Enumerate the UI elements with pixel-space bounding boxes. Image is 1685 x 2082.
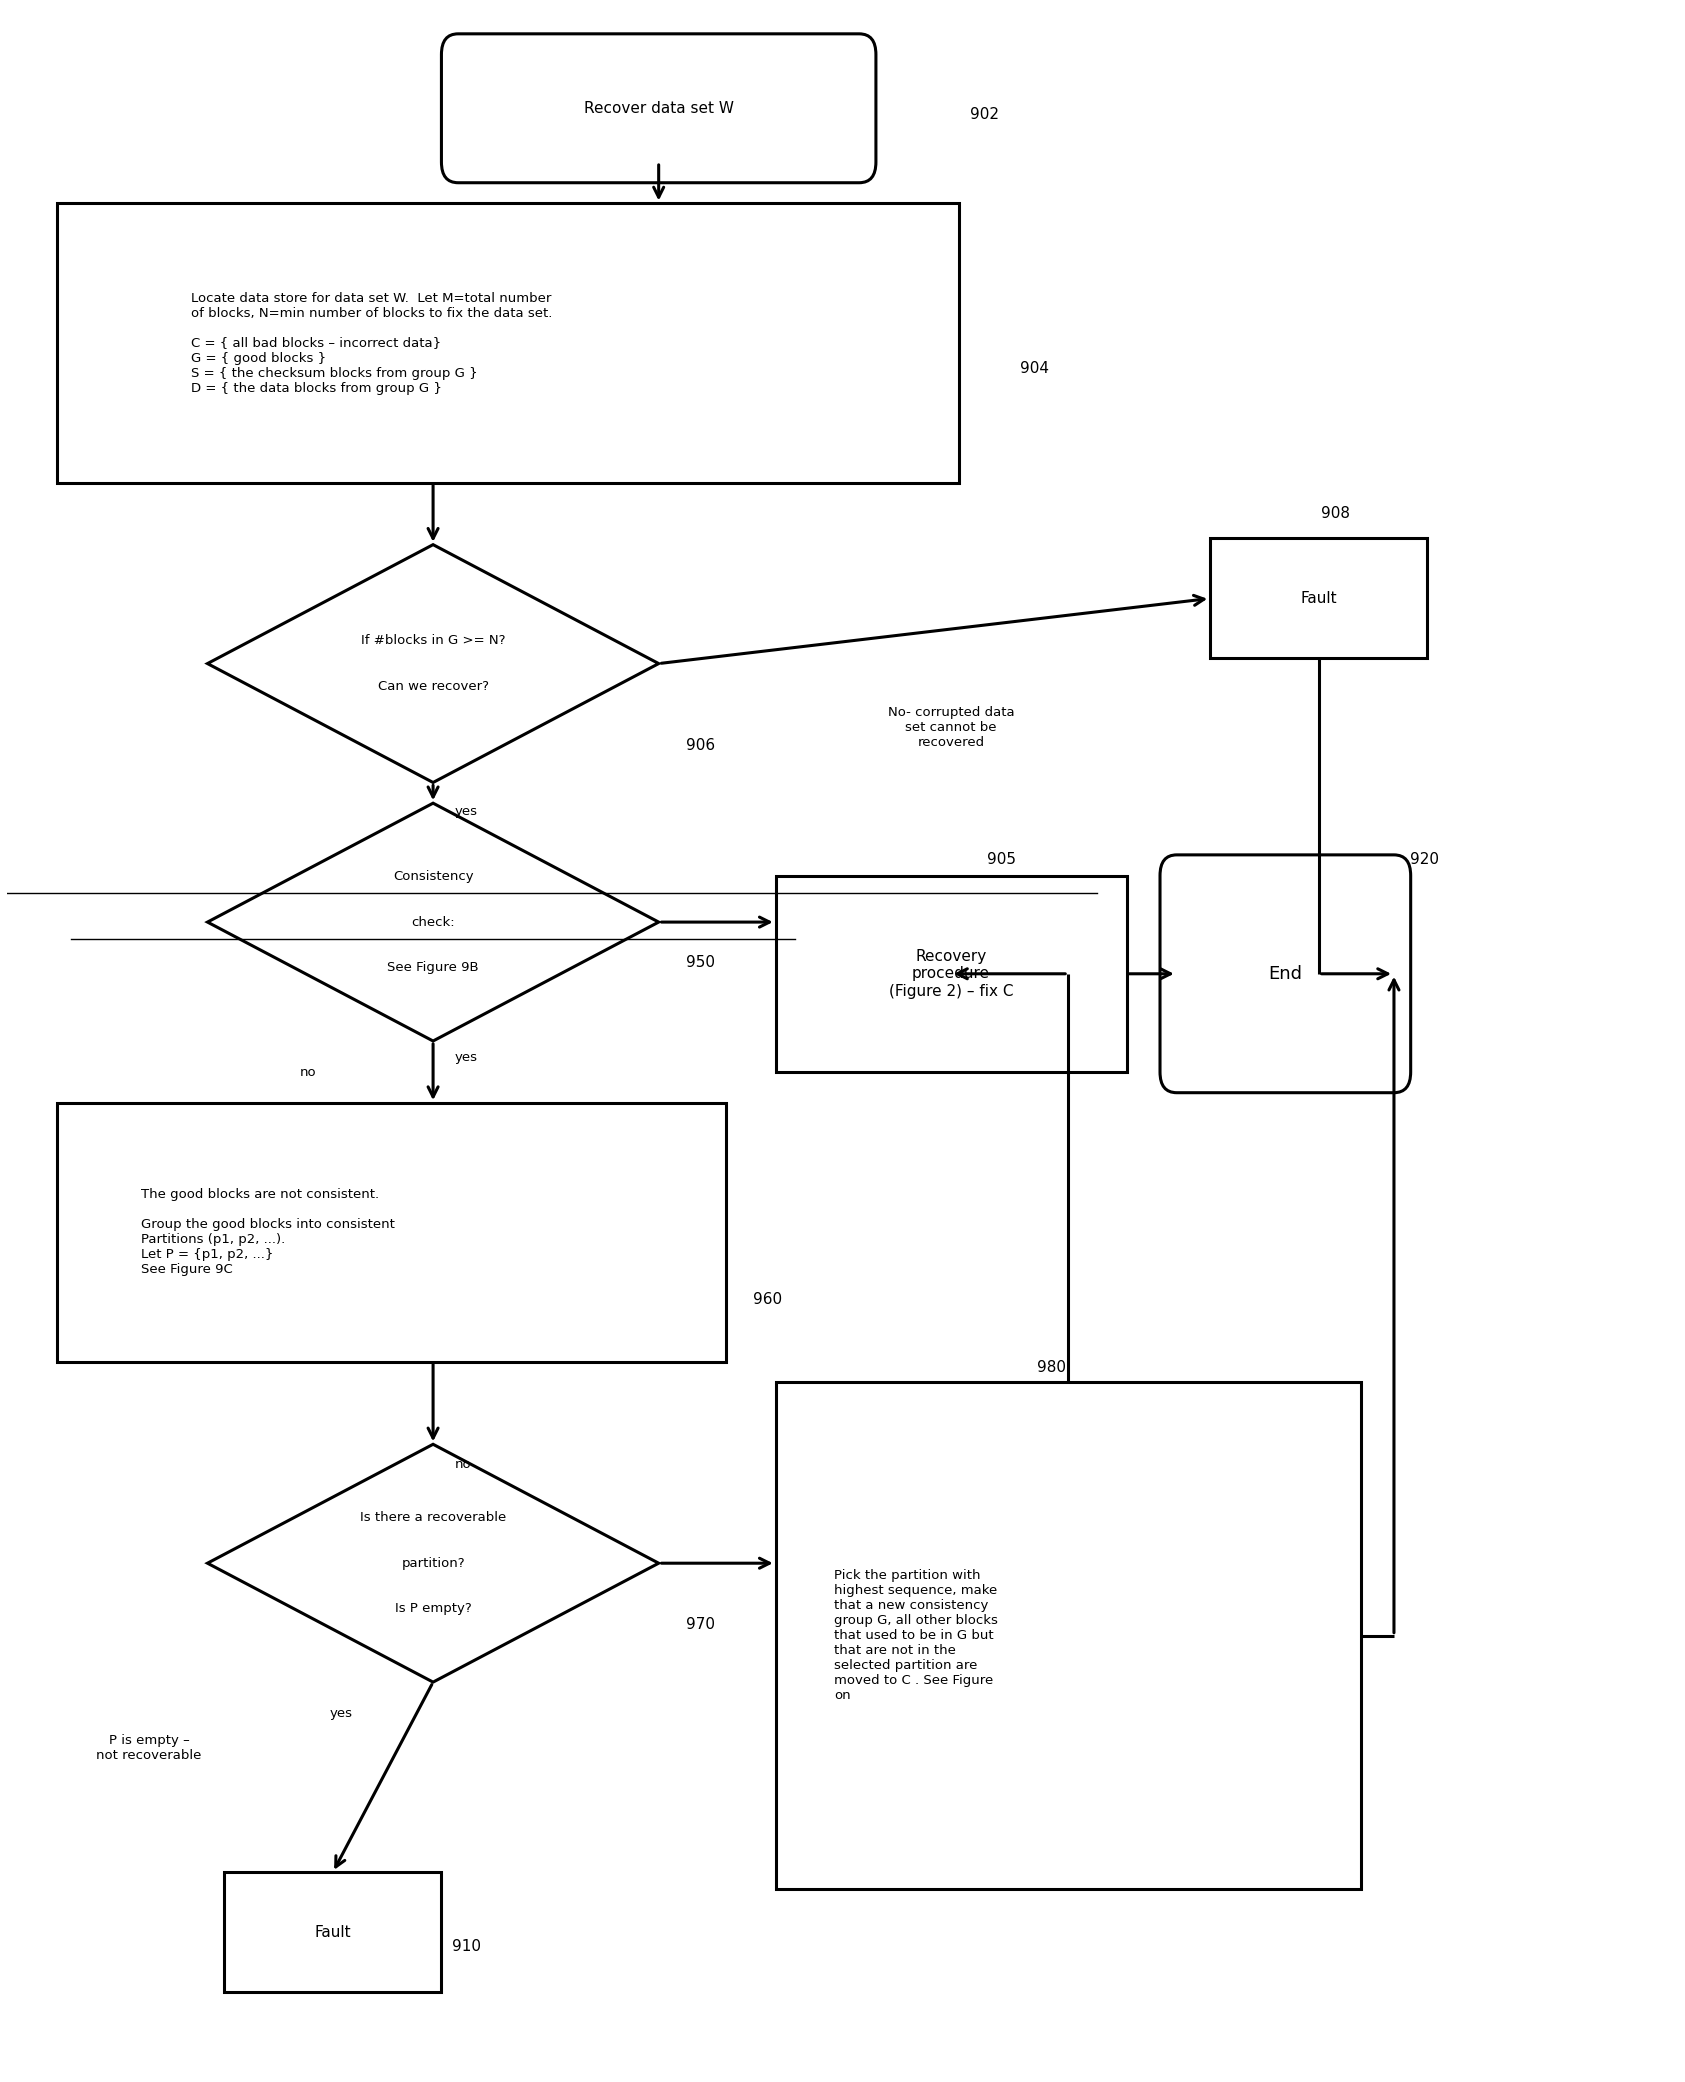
Bar	[775, 877, 1127, 1072]
Bar	[57, 204, 959, 483]
Text: no: no	[300, 1066, 317, 1078]
FancyBboxPatch shape	[1159, 856, 1410, 1093]
Bar	[1210, 539, 1427, 658]
Text: 910: 910	[452, 1938, 480, 1955]
Text: 980: 980	[1036, 1360, 1067, 1376]
Text: yes: yes	[330, 1707, 352, 1720]
Text: Is there a recoverable: Is there a recoverable	[361, 1512, 506, 1524]
Text: Is P empty?: Is P empty?	[394, 1603, 472, 1616]
Text: Recover data set W: Recover data set W	[583, 100, 733, 117]
Bar	[224, 1872, 441, 1992]
Text: Fault: Fault	[315, 1926, 350, 1940]
Text: End: End	[1269, 964, 1303, 983]
Text: Can we recover?: Can we recover?	[377, 681, 489, 693]
Polygon shape	[207, 545, 659, 783]
FancyBboxPatch shape	[441, 33, 876, 183]
Text: 950: 950	[686, 956, 714, 970]
Text: The good blocks are not consistent.

Group the good blocks into consistent
Parti: The good blocks are not consistent. Grou…	[140, 1189, 394, 1276]
Text: No- corrupted data
set cannot be
recovered: No- corrupted data set cannot be recover…	[888, 706, 1014, 750]
Text: If #blocks in G >= N?: If #blocks in G >= N?	[361, 635, 506, 648]
Text: 920: 920	[1410, 852, 1439, 866]
Text: See Figure 9B: See Figure 9B	[388, 962, 479, 974]
Text: 908: 908	[1321, 506, 1350, 520]
Text: 970: 970	[686, 1618, 714, 1632]
Text: yes: yes	[455, 806, 479, 818]
Text: no: no	[455, 1459, 472, 1472]
Text: Fault: Fault	[1301, 591, 1338, 606]
Text: 904: 904	[1019, 362, 1050, 377]
Bar	[775, 1382, 1360, 1888]
Polygon shape	[207, 804, 659, 1041]
Text: yes: yes	[455, 1051, 479, 1064]
Text: partition?: partition?	[401, 1557, 465, 1570]
Bar	[57, 1103, 726, 1362]
Polygon shape	[207, 1445, 659, 1682]
Text: Consistency: Consistency	[393, 870, 473, 883]
Text: 960: 960	[753, 1293, 782, 1307]
Text: 905: 905	[987, 852, 1016, 866]
Text: P is empty –
not recoverable: P is empty – not recoverable	[96, 1734, 202, 1761]
Text: Recovery
procedure
(Figure 2) – fix C: Recovery procedure (Figure 2) – fix C	[890, 949, 1013, 999]
Text: Pick the partition with
highest sequence, make
that a new consistency
group G, a: Pick the partition with highest sequence…	[834, 1570, 998, 1703]
Text: Locate data store for data set W.  Let M=total number
of blocks, N=min number of: Locate data store for data set W. Let M=…	[190, 291, 553, 393]
Text: 906: 906	[686, 737, 714, 754]
Text: check:: check:	[411, 916, 455, 929]
Text: 902: 902	[971, 106, 999, 123]
